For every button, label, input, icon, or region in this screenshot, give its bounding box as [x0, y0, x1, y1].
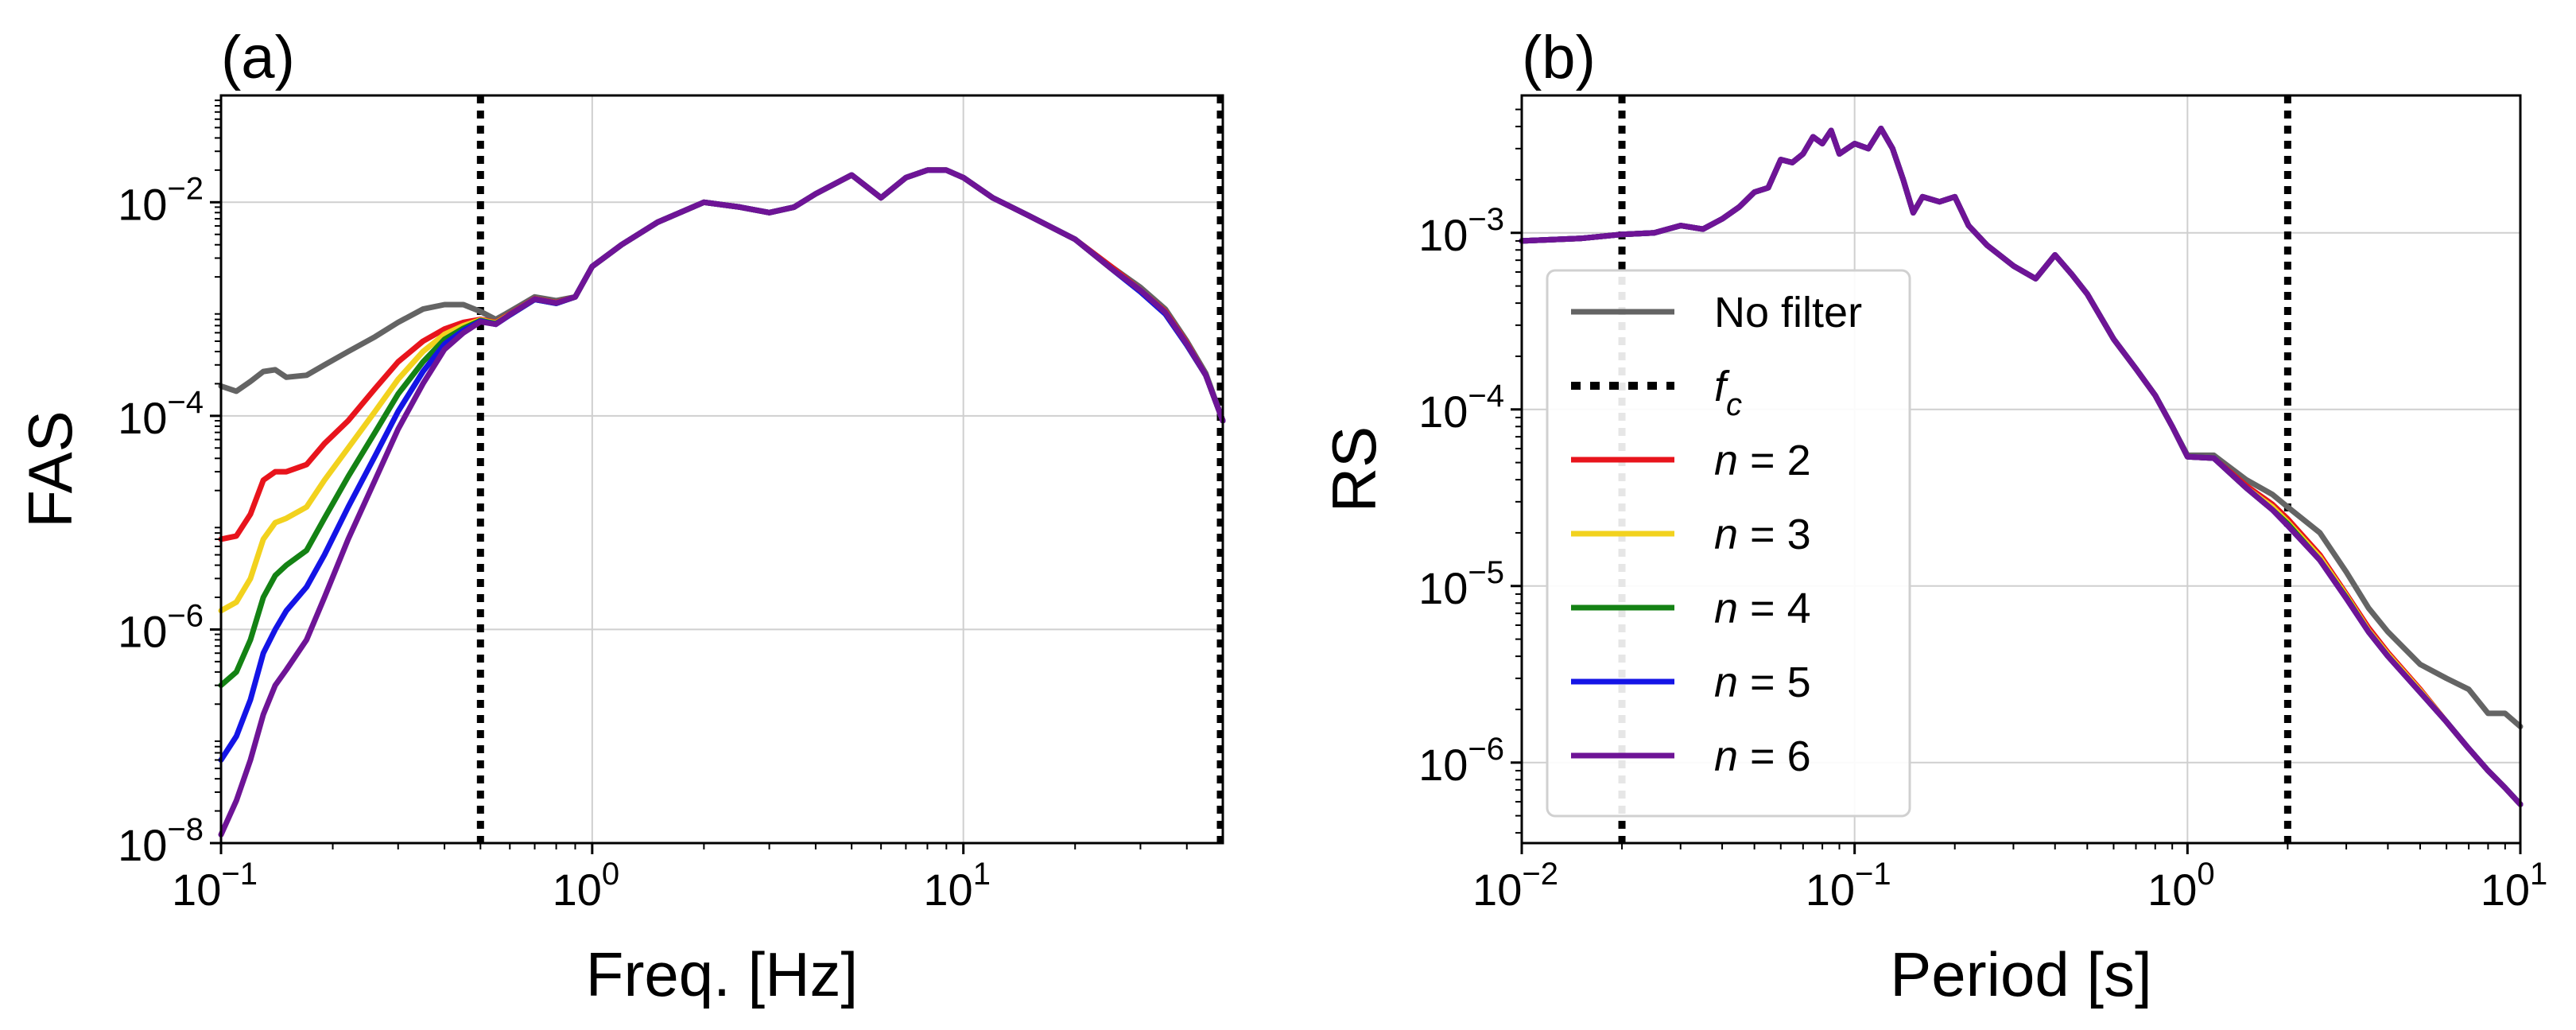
series-line-n-5 [218, 167, 1226, 763]
panel-b-series [1519, 126, 2524, 807]
x-tick-label: 10−1 [172, 857, 258, 915]
x-tick-label: 10−2 [1472, 857, 1558, 915]
panel-b-x-label: Period [s] [1890, 939, 2151, 1009]
legend-entries: No filter fc n = 2 n = 3 n = 4 n = 5 n = 6 [1571, 289, 1862, 780]
legend-entry: fc [1571, 363, 1742, 422]
panel-a-cutoff-lines [476, 95, 1224, 843]
panel-a-series [218, 167, 1226, 838]
y-tick-label: 10−3 [1418, 202, 1504, 260]
panel-a-frame [219, 94, 1224, 845]
legend-entry: No filter [1571, 289, 1862, 336]
legend-entry: n = 6 [1571, 733, 1811, 780]
panel-a: (a) 10−1 100 101 10−8 10−6 10−4 10−2 Freq. [H… [15, 24, 1226, 1009]
series-line-n-6 [1519, 126, 2524, 807]
legend-entry: n = 2 [1571, 437, 1811, 484]
panel-b-frame [1520, 94, 2522, 845]
y-tick-label: 10−4 [1418, 379, 1504, 437]
legend-label: n = 4 [1714, 585, 1811, 632]
y-tick-label: 10−5 [1418, 555, 1504, 613]
panel-b-x-ticks: 10−2 10−1 100 101 [1472, 843, 2547, 915]
y-tick-label: 10−6 [1418, 732, 1504, 790]
legend-label: No filter [1714, 289, 1862, 336]
legend-entry: n = 3 [1571, 511, 1811, 558]
legend-label: n = 5 [1714, 659, 1811, 706]
series-line-no-filter [218, 167, 1226, 424]
panel-a-grid [220, 95, 1223, 844]
x-tick-label: 101 [2481, 857, 2548, 915]
panel-b-y-label: RS [1319, 426, 1389, 512]
legend: No filter fc n = 2 n = 3 n = 4 n = 5 n = 6 [1546, 269, 1911, 818]
legend-label: fc [1714, 363, 1742, 422]
panel-a-y-label: FAS [15, 410, 85, 527]
series-line-n-4 [218, 167, 1226, 689]
panel-a-y-ticks: 10−8 10−6 10−4 10−2 [118, 99, 221, 870]
panel-a-label: (a) [221, 24, 295, 91]
series-line-n-6 [218, 167, 1226, 838]
y-tick-label: 10−6 [118, 598, 204, 656]
legend-label: n = 2 [1714, 437, 1811, 484]
y-tick-label: 10−2 [118, 171, 204, 229]
y-tick-label: 10−4 [118, 385, 204, 443]
panel-b-label: (b) [1522, 24, 1596, 91]
x-tick-label: 100 [553, 857, 620, 915]
legend-entry: n = 4 [1571, 585, 1811, 632]
panel-a-x-ticks: 10−1 100 101 [172, 843, 1188, 915]
panel-a-x-label: Freq. [Hz] [586, 939, 858, 1009]
panel-b: (b) 10−2 10−1 100 101 10−6 10−5 10−4 10−3 Peri… [1319, 24, 2547, 1009]
x-tick-label: 101 [923, 857, 991, 915]
x-tick-label: 10−1 [1806, 857, 1891, 915]
legend-label: n = 3 [1714, 511, 1811, 558]
panel-b-y-ticks: 10−6 10−5 10−4 10−3 [1418, 108, 1522, 834]
x-tick-label: 100 [2147, 857, 2215, 915]
legend-entry: n = 5 [1571, 659, 1811, 706]
legend-label: n = 6 [1714, 733, 1811, 780]
y-tick-label: 10−8 [118, 812, 204, 870]
